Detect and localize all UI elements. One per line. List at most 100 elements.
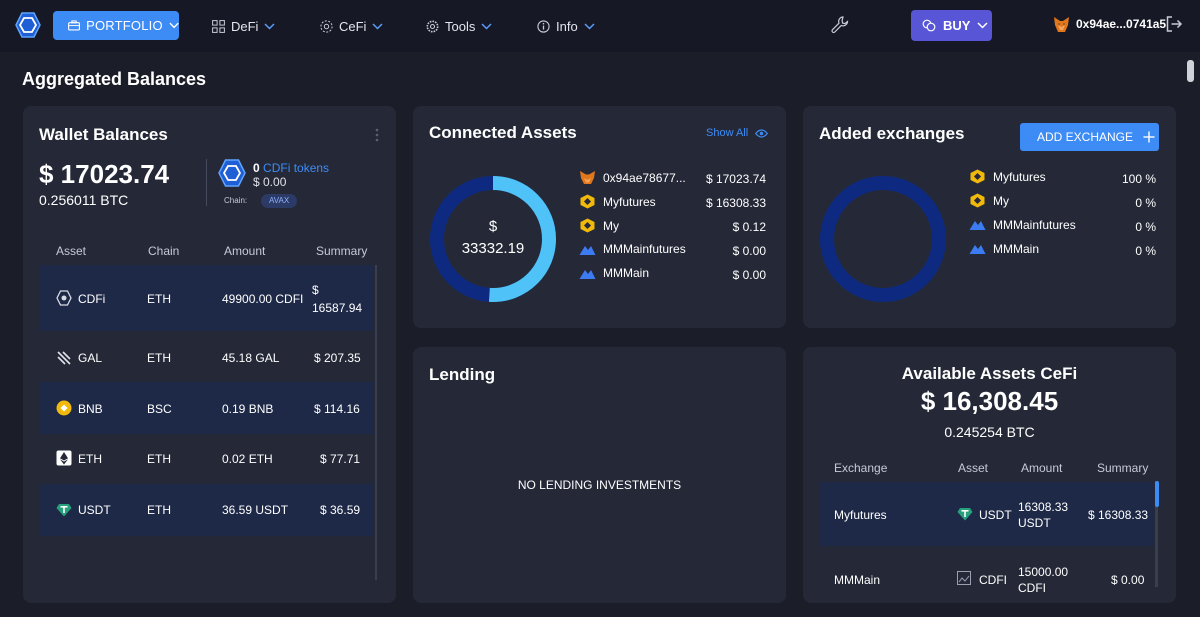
table-row[interactable] bbox=[819, 482, 1154, 546]
donut-currency: $ bbox=[488, 218, 498, 235]
asset-amount: 0.19 BNB bbox=[222, 402, 274, 416]
connected-asset-value: $ 0.00 bbox=[732, 268, 766, 282]
connected-asset-value: $ 0.12 bbox=[732, 220, 766, 234]
asset-summary: $ 16308.33 bbox=[1088, 508, 1149, 522]
exchange-share: 100 % bbox=[1121, 172, 1156, 186]
wrench-icon[interactable] bbox=[830, 15, 850, 35]
cdfi-logo-icon[interactable] bbox=[15, 12, 41, 38]
asset-amount: 49900.00 CDFI bbox=[222, 292, 304, 306]
cdfi-token-icon bbox=[218, 159, 246, 187]
asset-chain: ETH bbox=[147, 292, 171, 306]
connected-asset-name: MMMain bbox=[603, 266, 650, 280]
asset-amount: CDFI bbox=[1018, 581, 1046, 595]
wallet-total-usd: $ 17023.74 bbox=[39, 159, 170, 189]
buy-button[interactable]: BUY bbox=[911, 10, 992, 41]
mountain-icon bbox=[579, 270, 596, 279]
exchange-name: MMMain bbox=[993, 242, 1040, 256]
exchange-name: My bbox=[993, 194, 1009, 208]
table-scrollbar-thumb[interactable] bbox=[1155, 481, 1159, 507]
eth-icon bbox=[56, 450, 72, 466]
exchange-name: Myfutures bbox=[834, 508, 887, 522]
connected-asset-value: $ 16308.33 bbox=[705, 196, 766, 210]
donut-total: 33332.19 bbox=[461, 240, 525, 257]
cdfi-icon bbox=[56, 290, 72, 306]
chevron-down-icon bbox=[584, 22, 595, 30]
page-scrollbar[interactable] bbox=[1187, 60, 1194, 82]
asset-amount: 36.59 USDT bbox=[222, 503, 289, 517]
table-row[interactable] bbox=[39, 382, 374, 434]
mountain-icon bbox=[969, 245, 986, 254]
column-header-asset: Asset bbox=[958, 461, 989, 475]
binance-icon bbox=[580, 194, 595, 209]
connected-assets-donut bbox=[430, 176, 556, 302]
add-exchange-label: ADD EXCHANGE bbox=[1037, 130, 1134, 144]
asset-chain: BSC bbox=[147, 402, 172, 416]
add-exchange-button[interactable]: ADD EXCHANGE bbox=[1020, 123, 1159, 151]
nav-tools[interactable]: Tools bbox=[426, 17, 492, 35]
wallet-total-btc: 0.256011 BTC bbox=[39, 192, 129, 208]
asset-name: ETH bbox=[78, 452, 102, 466]
portfolio-button[interactable]: PORTFOLIO bbox=[53, 11, 179, 40]
asset-name: USDT bbox=[979, 508, 1012, 522]
added-exchanges-title: Added exchanges bbox=[819, 124, 965, 143]
table-row[interactable] bbox=[39, 265, 374, 331]
cdfi-token-count: 0 bbox=[253, 161, 260, 175]
column-header-summary: Summary bbox=[316, 244, 368, 258]
nav-cefi-label: CeFi bbox=[339, 18, 367, 34]
column-header-amount: Amount bbox=[1021, 461, 1063, 475]
cefi-total-btc: 0.245254 BTC bbox=[944, 424, 1035, 440]
cdfi-tokens-usd: $ 0.00 bbox=[253, 175, 287, 189]
asset-amount: USDT bbox=[1018, 516, 1051, 530]
column-header-chain: Chain bbox=[148, 244, 180, 258]
nav-info[interactable]: Info bbox=[537, 17, 595, 35]
exchange-name: Myfutures bbox=[993, 170, 1046, 184]
cdfi-tokens-link[interactable]: CDFi tokens bbox=[263, 161, 330, 175]
cefi-total-usd: $ 16,308.45 bbox=[920, 386, 1059, 416]
exchange-name: MMMainfutures bbox=[993, 218, 1076, 232]
table-row[interactable] bbox=[39, 484, 374, 536]
asset-amount: 0.02 ETH bbox=[222, 452, 273, 466]
chevron-down-icon bbox=[169, 22, 179, 29]
metamask-icon bbox=[580, 171, 595, 184]
binance-icon bbox=[580, 218, 595, 233]
connected-asset-value: $ 17023.74 bbox=[705, 172, 766, 186]
chevron-down-icon bbox=[977, 22, 988, 29]
asset-name: CDFi bbox=[78, 292, 106, 306]
usdt-icon bbox=[957, 508, 973, 521]
asset-summary: $ 36.59 bbox=[320, 503, 361, 517]
wallet-balances-title: Wallet Balances bbox=[39, 125, 168, 144]
asset-summary: $ 0.00 bbox=[1111, 573, 1145, 587]
lending-card: Lending NO LENDING INVESTMENTS bbox=[413, 347, 786, 603]
logout-icon[interactable] bbox=[1165, 15, 1183, 33]
connected-asset-name: Myfutures bbox=[603, 195, 656, 209]
table-scrollbar[interactable] bbox=[1155, 481, 1158, 587]
asset-summary: $ 77.71 bbox=[320, 452, 361, 466]
connected-asset-name: 0x94ae78677... bbox=[603, 171, 686, 185]
asset-summary: $ 114.16 bbox=[314, 402, 360, 416]
more-vertical-icon[interactable] bbox=[375, 128, 379, 142]
added-exchanges-card: Added exchanges ADD EXCHANGE Myfutures 1… bbox=[803, 106, 1176, 328]
nav-defi-label: DeFi bbox=[231, 18, 259, 34]
asset-chain: ETH bbox=[147, 351, 171, 365]
coins-icon bbox=[922, 19, 936, 32]
mountain-icon bbox=[969, 221, 986, 230]
gear-icon bbox=[426, 20, 439, 32]
nav-cefi[interactable]: CeFi bbox=[320, 17, 383, 35]
column-header-summary: Summary bbox=[1097, 461, 1149, 475]
asset-amount: 45.18 GAL bbox=[222, 351, 280, 365]
table-scrollbar[interactable] bbox=[375, 265, 377, 580]
connected-assets-title: Connected Assets bbox=[429, 123, 577, 142]
nav-defi[interactable]: DeFi bbox=[212, 17, 275, 35]
connected-asset-value: $ 0.00 bbox=[732, 244, 766, 258]
wallet-address[interactable]: 0x94ae...0741a5 bbox=[1076, 17, 1167, 31]
lending-title: Lending bbox=[429, 365, 496, 384]
chain-badge[interactable]: AVAX bbox=[261, 194, 298, 208]
info-icon bbox=[537, 19, 550, 33]
asset-amount: 16308.33 bbox=[1018, 500, 1069, 514]
asset-name: USDT bbox=[78, 503, 111, 517]
grid-icon bbox=[212, 19, 225, 33]
show-all-link[interactable]: Show All bbox=[706, 127, 769, 139]
donut-segment bbox=[820, 176, 946, 302]
asset-chain: ETH bbox=[147, 503, 171, 517]
chevron-down-icon bbox=[264, 22, 275, 30]
